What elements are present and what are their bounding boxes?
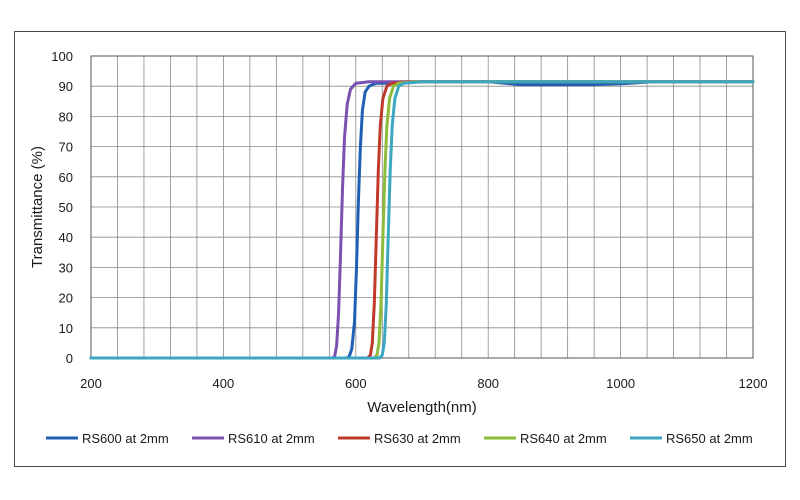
y-tick-label: 60 — [59, 170, 73, 185]
legend-label-rs610: RS610 at 2mm — [228, 431, 315, 446]
chart-frame: 0 10 20 30 40 50 60 70 80 90 100 200 400 600 800 1000 1… — [14, 31, 786, 467]
series-line-rs630 — [89, 80, 755, 360]
grid — [91, 56, 753, 358]
transmittance-chart: 0 10 20 30 40 50 60 70 80 90 100 200 400 600 800 1000 1… — [29, 49, 767, 446]
legend-label-rs600: RS600 at 2mm — [82, 431, 169, 446]
y-tick-label: 0 — [66, 351, 73, 366]
x-tick-label: 400 — [213, 376, 235, 391]
x-tick-label: 600 — [345, 376, 367, 391]
plot-area-border — [90, 55, 754, 359]
y-tick-label: 90 — [59, 79, 73, 94]
legend: RS600 at 2mm RS610 at 2mm RS630 at 2mm RS64… — [46, 431, 753, 446]
series-lines — [89, 80, 755, 360]
series-line-rs610 — [89, 80, 755, 360]
y-tick-label: 40 — [59, 230, 73, 245]
x-axis-title: Wavelength(nm) — [367, 399, 476, 416]
y-tick-label: 10 — [59, 321, 73, 336]
y-axis-ticks: 0 10 20 30 40 50 60 70 80 90 100 — [51, 49, 73, 366]
legend-label-rs630: RS630 at 2mm — [374, 431, 461, 446]
legend-label-rs640: RS640 at 2mm — [520, 431, 607, 446]
x-axis-ticks: 200 400 600 800 1000 1200 — [80, 376, 767, 391]
y-axis-title: Transmittance (%) — [29, 146, 46, 268]
x-tick-label: 1000 — [606, 376, 635, 391]
y-tick-label: 100 — [51, 49, 73, 64]
series-line-rs600 — [89, 80, 755, 360]
x-tick-label: 200 — [80, 376, 102, 391]
y-tick-label: 30 — [59, 260, 73, 275]
y-tick-label: 80 — [59, 109, 73, 124]
legend-label-rs650: RS650 at 2mm — [666, 431, 753, 446]
y-tick-label: 50 — [59, 200, 73, 215]
y-tick-label: 70 — [59, 140, 73, 155]
series-line-rs640 — [89, 80, 755, 360]
x-tick-label: 800 — [477, 376, 499, 391]
series-line-rs650 — [89, 80, 755, 360]
x-tick-label: 1200 — [739, 376, 768, 391]
y-tick-label: 20 — [59, 291, 73, 306]
